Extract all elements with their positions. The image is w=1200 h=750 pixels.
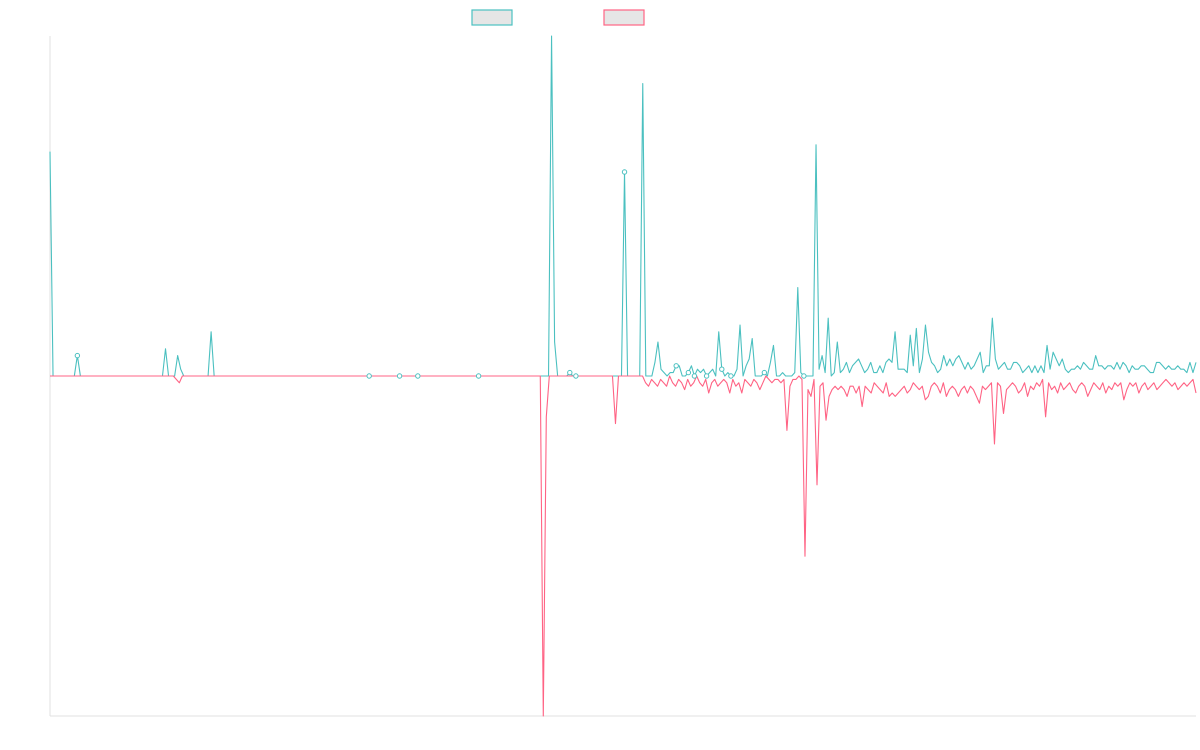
series-layer bbox=[49, 35, 1197, 717]
data-point-marker-8[interactable] bbox=[621, 169, 628, 175]
data-point-marker-9[interactable] bbox=[673, 363, 679, 369]
series-line-1 bbox=[49, 35, 1197, 377]
data-point-marker-6[interactable] bbox=[567, 369, 573, 376]
data-point-marker-4[interactable] bbox=[415, 373, 421, 379]
data-point-marker-14[interactable] bbox=[728, 373, 734, 379]
legend-swatch-series-1[interactable] bbox=[471, 9, 513, 26]
data-point-marker-15[interactable] bbox=[761, 369, 768, 376]
data-point-marker-1[interactable] bbox=[74, 352, 81, 359]
data-point-marker-2[interactable] bbox=[366, 373, 372, 379]
data-point-marker-5[interactable] bbox=[475, 373, 482, 379]
data-point-marker-3[interactable] bbox=[396, 373, 403, 379]
data-point-marker-13[interactable] bbox=[719, 366, 725, 372]
data-point-marker-16[interactable] bbox=[801, 373, 807, 379]
data-point-marker-11[interactable] bbox=[691, 373, 698, 379]
marker-layer bbox=[74, 169, 807, 379]
data-point-marker-10[interactable] bbox=[685, 369, 692, 376]
data-point-marker-12[interactable] bbox=[703, 373, 710, 379]
data-point-marker-7[interactable] bbox=[573, 373, 579, 379]
legend-swatch-series-2[interactable] bbox=[603, 9, 645, 26]
series-line-2 bbox=[50, 375, 1197, 717]
legend[interactable] bbox=[471, 9, 645, 26]
